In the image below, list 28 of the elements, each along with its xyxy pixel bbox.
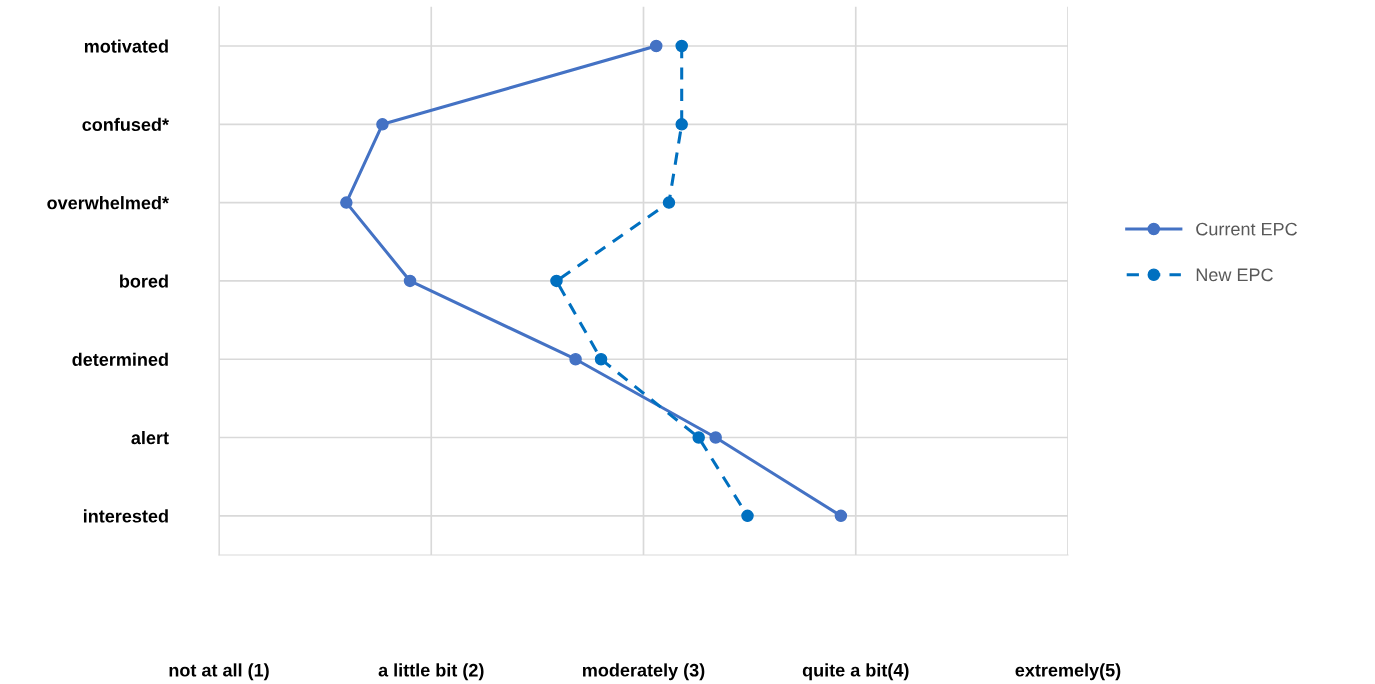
point [649,39,663,53]
point [550,274,563,288]
point [675,39,688,53]
point [403,274,417,288]
y-tick-label: alert [131,430,169,445]
legend-label: Current EPC [1196,222,1297,236]
point [569,352,582,366]
point [692,431,705,444]
legend-label: New EPC [1196,268,1273,282]
point [709,431,722,444]
y-tick-label: interested [83,509,168,523]
x-tick-label: not at all (1) [169,663,269,681]
point [834,509,848,523]
point [340,196,353,209]
point [376,118,389,131]
point [594,352,608,366]
y-tick-label: motivated [84,39,168,53]
y-tick-label: confused* [82,117,169,132]
y-tick-label: overwhelmed* [47,196,169,210]
y-tick-label: bored [120,274,168,288]
point [662,196,676,209]
point [741,509,754,523]
x-tick-label: a little bit (2) [378,663,484,681]
x-tick-label: quite a bit(4) [802,663,909,681]
point [675,118,688,131]
y-tick-label: determined [72,352,168,366]
x-tick-label: extremely(5) [1015,663,1121,681]
x-tick-label: moderately (3) [582,663,705,681]
